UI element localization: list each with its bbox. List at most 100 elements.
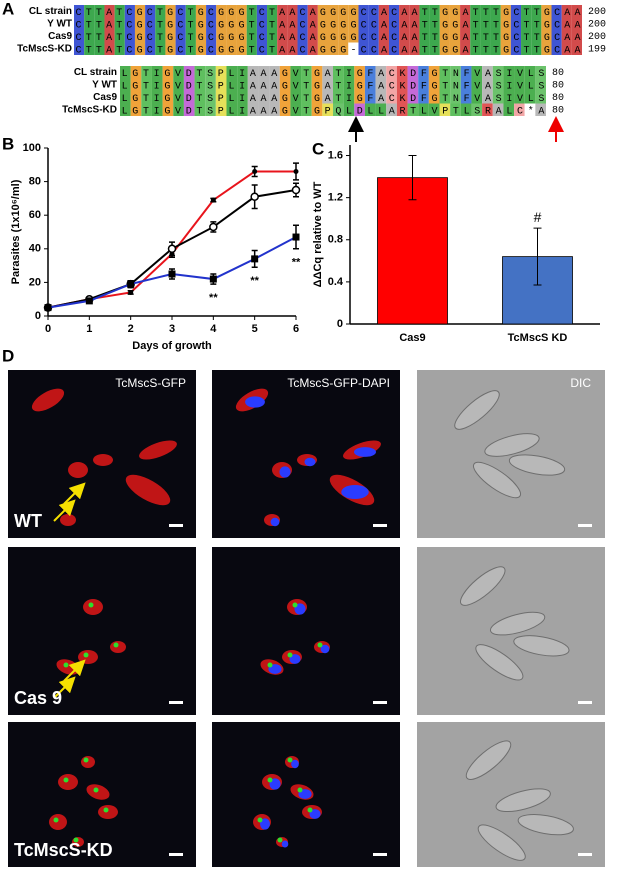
residue-cell [521,5,532,18]
residue-cell [120,78,131,91]
residue-cell [348,17,359,30]
residue-cell [482,78,493,91]
cell-outline [484,433,540,457]
column-label: TcMscS-GFP [115,376,186,390]
residue-cell [247,66,259,79]
cell-outline [517,814,574,836]
x-tick-label: 2 [128,323,134,335]
residue-cell [378,30,389,43]
significance: ** [209,292,218,304]
residue-cell [551,42,562,55]
column-label: DIC [570,376,591,390]
signal-red [31,388,65,412]
residue-cell [237,103,248,116]
residue-cell [215,91,227,104]
residue-cell [492,78,504,91]
residue-cell [175,42,186,55]
residue-cell [399,30,410,43]
cell-outline [454,390,500,430]
residue-cell [74,30,85,43]
row-name: CL strain [74,67,117,78]
signal-red [139,440,177,460]
micrograph: Cas 9 [8,547,196,715]
residue-cell [551,5,562,18]
residue-cell [185,17,196,30]
residue-cell [185,42,196,55]
residue-cell [439,66,451,79]
row-name: Cas9 [48,31,72,42]
residue-cell [561,42,572,55]
panel-label: D [2,346,14,365]
residue-cell [524,91,536,104]
residue-cell [524,103,536,116]
residue-cell [418,78,429,91]
y-tick-label: 40 [29,243,41,255]
residue-cell [500,17,511,30]
residue-cell [194,78,206,91]
residue-cell [162,103,174,116]
point [167,244,177,254]
residue-cell [450,91,461,104]
residue-cell [531,17,542,30]
residue-cell [480,5,491,18]
residue-cell [419,5,430,18]
residue-cell [492,66,504,79]
point [168,270,176,278]
residue-cell [124,17,135,30]
residue-cell [386,66,397,79]
residue-cell [510,5,522,18]
scale-bar [578,701,592,704]
residue-cell [195,42,207,55]
error-bar [408,155,417,201]
residue-cell [333,91,344,104]
x-tick-label: 5 [252,323,258,335]
residue-cell [175,17,186,30]
residue-cell [460,103,472,116]
residue-cell [173,78,184,91]
residue-cell [419,42,430,55]
x-tick-label: 3 [169,323,175,335]
residue-cell [216,17,227,30]
residue-cell [375,103,387,116]
residue-cell [173,103,184,116]
point [252,169,258,175]
residue-cell [470,30,481,43]
residue-cell [407,66,419,79]
residue-cell [460,42,471,55]
residue-cell [429,17,440,30]
cell-outline [489,611,546,636]
residue-cell [510,30,522,43]
residue-cell [173,66,184,79]
residue-cell [104,17,115,30]
residue-cell [524,66,536,79]
residue-cell [470,5,481,18]
residue-cell [269,103,280,116]
y-tick-label: 0 [35,310,41,322]
residue-cell [407,91,419,104]
residue-cell [301,91,312,104]
residue-cell [290,78,302,91]
residue-cell [490,5,501,18]
residue-cell [206,17,217,30]
signal-dapi [309,809,321,819]
residue-cell [531,42,542,55]
residue-cell [460,66,472,79]
residue-cell [277,17,288,30]
residue-cell [322,78,333,91]
residue-cell [449,42,461,55]
residue-cell [571,17,582,30]
cell-outline [477,824,526,861]
signal-red [60,514,76,526]
residue-cell [226,103,238,116]
residue-cell [226,30,237,43]
residue-cell [141,66,152,79]
residue-cell [226,78,238,91]
residue-cell [258,78,270,91]
residue-cell [267,17,278,30]
row-length: 200 [588,7,606,18]
residue-cell [418,91,429,104]
residue-cell [338,30,349,43]
micrograph [212,547,400,715]
